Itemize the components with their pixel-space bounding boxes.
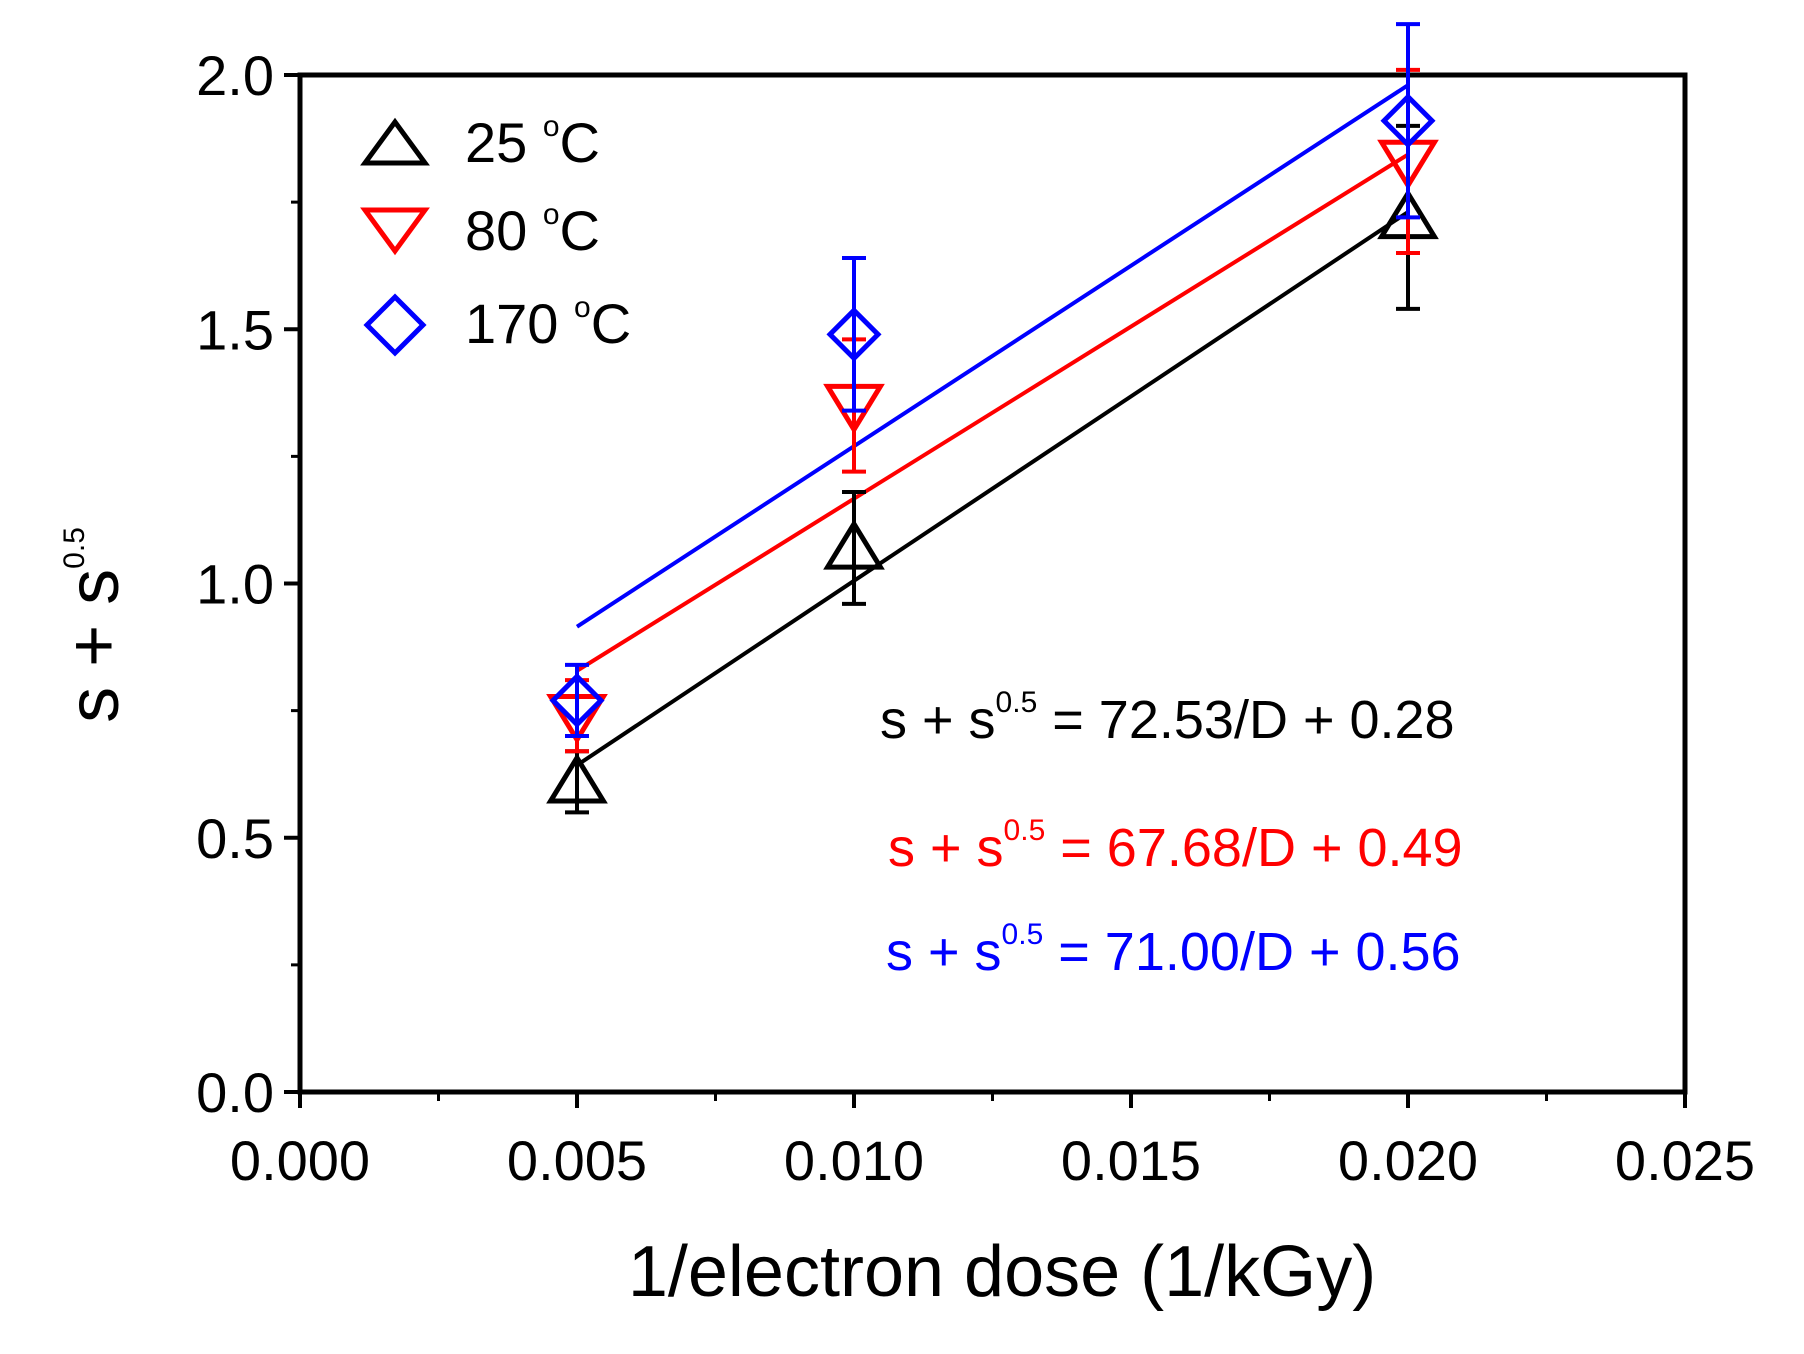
- equation-170c: s + s0.5 = 71.00/D + 0.56: [886, 918, 1461, 982]
- x-tick-label: 0.000: [230, 1129, 370, 1192]
- legend-label-25c: 25 oC: [465, 110, 600, 174]
- x-tick-label: 0.010: [784, 1129, 924, 1192]
- legend-entry-170c: 170 oC: [367, 291, 631, 355]
- equation-25c: s + s0.5 = 72.53/D + 0.28: [880, 686, 1455, 750]
- legend-marker-triangle-icon: [365, 122, 425, 163]
- y-tick-label: 2.0: [196, 44, 274, 107]
- fit-line-1: [577, 155, 1408, 671]
- y-tick-label: 1.5: [196, 298, 274, 361]
- y-tick-label: 0.0: [196, 1061, 274, 1124]
- legend-entry-25c: 25 oC: [365, 110, 600, 174]
- y-tick-label: 1.0: [196, 553, 274, 616]
- fit-line-2: [577, 85, 1408, 627]
- legend-label-170c: 170 oC: [465, 291, 631, 355]
- axes-group: 0.000 0.005 0.010 0.015 0.020 0.025 0.0 0.5 1.0 1…: [196, 44, 1755, 1192]
- x-tick-label: 0.025: [1615, 1129, 1755, 1192]
- x-tick-label: 0.005: [507, 1129, 647, 1192]
- x-axis-title: 1/electron dose (1/kGy): [628, 1232, 1376, 1312]
- equations: s + s0.5 = 72.53/D + 0.28 s + s0.5 = 67.…: [880, 686, 1463, 982]
- y-tick-label: 0.5: [196, 807, 274, 870]
- x-tick-label: 0.020: [1338, 1129, 1478, 1192]
- x-tick-label: 0.015: [1061, 1129, 1201, 1192]
- legend-entry-80c: 80 oC: [365, 198, 600, 262]
- fit-line-0: [577, 212, 1408, 765]
- legend-label-80c: 80 oC: [465, 198, 600, 262]
- legend: 25 oC 80 oC 170 oC: [365, 110, 631, 355]
- legend-marker-triangle-down-icon: [365, 210, 425, 251]
- chart: 0.000 0.005 0.010 0.015 0.020 0.025 0.0 0.5 1.0 1…: [0, 0, 1804, 1354]
- legend-marker-diamond-icon: [367, 297, 423, 353]
- fit-lines-group: [577, 85, 1408, 765]
- equation-80c: s + s0.5 = 67.68/D + 0.49: [888, 814, 1463, 878]
- y-axis-title: s + s0.5: [54, 527, 134, 723]
